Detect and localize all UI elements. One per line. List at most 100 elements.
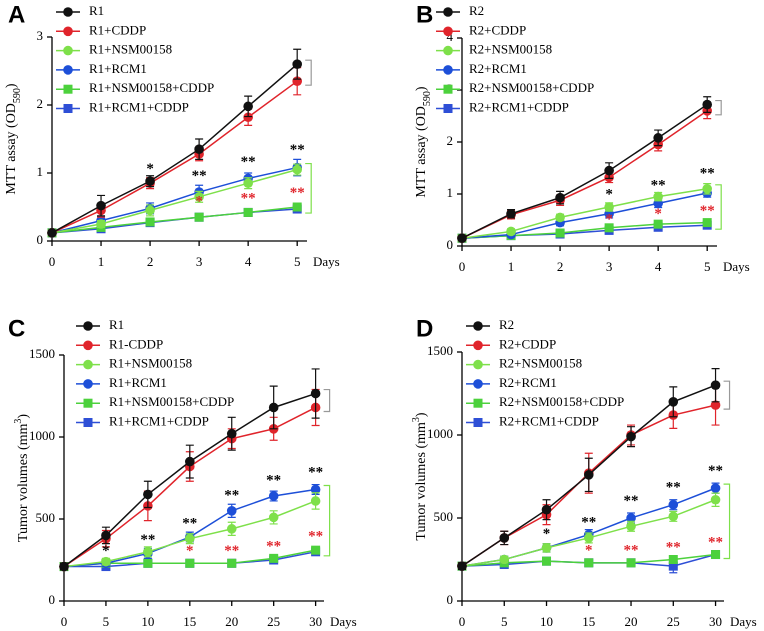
data-point (583, 470, 594, 480)
significance: ** (241, 154, 256, 170)
x-axis-label: Days (723, 259, 750, 274)
legend-marker (473, 379, 483, 389)
legend-marker (473, 321, 483, 331)
data-point (626, 513, 636, 523)
y-tick-label: 500 (36, 510, 56, 525)
data-point (584, 558, 594, 568)
data-point (499, 554, 510, 565)
data-point (311, 545, 321, 555)
data-point (702, 218, 712, 228)
data-point (143, 558, 153, 568)
data-point (702, 99, 712, 110)
data-point (506, 208, 516, 219)
data-point (185, 558, 195, 568)
y-axis-label-part: ) (16, 414, 31, 419)
x-tick-label: 5 (294, 254, 301, 269)
data-point (292, 202, 302, 212)
data-point (47, 228, 57, 238)
y-axis-label-part: Tumor volumes (mm (16, 423, 31, 542)
data-point (194, 144, 204, 154)
y-tick-label: 500 (434, 509, 454, 524)
legend-marker (63, 104, 73, 113)
legend-label: R1+RCM1 (89, 61, 147, 76)
legend-marker (473, 398, 483, 408)
y-tick-label: 1500 (427, 343, 453, 358)
data-point (143, 547, 153, 557)
data-point (626, 521, 636, 532)
data-point (457, 561, 467, 571)
significance: ** (624, 543, 639, 559)
data-point (145, 217, 155, 227)
data-point (710, 483, 721, 493)
data-point (604, 223, 614, 233)
legend-marker (443, 84, 453, 94)
legend-marker (63, 45, 73, 56)
y-axis-label: MTT assay (OD590) (4, 83, 23, 195)
y-tick-label: 2 (447, 133, 454, 148)
data-point (145, 205, 155, 216)
legend-label: R1+NSM00158 (109, 356, 192, 371)
significance: ** (651, 178, 666, 194)
y-tick-label: 3 (37, 28, 44, 43)
legend-marker (473, 340, 483, 351)
legend-label: R2+NSM00158 (499, 356, 582, 371)
significance: * (186, 543, 194, 559)
data-point (243, 207, 253, 217)
significance: ** (700, 166, 715, 182)
legend-marker (63, 84, 73, 94)
y-tick-label: 1 (37, 164, 44, 179)
bracket (323, 388, 331, 413)
legend-label: R2 (499, 317, 514, 332)
data-point (310, 496, 321, 506)
data-point (555, 228, 565, 238)
x-axis-label: Days (330, 614, 357, 629)
data-point (310, 388, 321, 399)
y-tick-label: 1500 (29, 346, 55, 361)
data-point (499, 533, 510, 543)
y-tick-label: 0 (447, 237, 454, 252)
y-axis-label-part: ) (4, 83, 19, 88)
data-point (710, 494, 721, 505)
significance: ** (708, 463, 723, 479)
data-point (711, 550, 721, 560)
legend-marker (473, 418, 483, 427)
legend-label: R1+NSM00158+CDDP (109, 394, 234, 409)
legend-marker (83, 398, 93, 408)
data-point (668, 397, 679, 407)
significance: ** (224, 487, 239, 503)
y-tick-label: 1 (447, 185, 454, 200)
data-point (542, 556, 552, 566)
significance: ** (308, 528, 323, 544)
x-tick-label: 3 (196, 254, 203, 269)
x-tick-label: 10 (540, 614, 553, 629)
x-tick-label: 30 (709, 614, 722, 629)
y-axis-label: Tumor volumes (mm3) (411, 412, 429, 541)
legend-label: R2+NSM00158+CDDP (499, 394, 624, 409)
data-point (626, 558, 636, 568)
panel-label: A (8, 1, 25, 28)
x-tick-label: 25 (267, 614, 280, 629)
legend-label: R1-CDDP (109, 336, 163, 351)
significance: ** (140, 532, 155, 548)
x-tick-label: 2 (147, 254, 154, 269)
legend-marker (443, 65, 453, 75)
x-tick-label: 20 (225, 614, 238, 629)
significance: ** (192, 168, 207, 184)
x-axis-label: Days (730, 614, 757, 629)
data-point (145, 176, 155, 186)
legend-marker (63, 26, 73, 37)
data-point (96, 200, 106, 211)
significance: ** (666, 480, 681, 496)
significance: ** (708, 534, 723, 550)
data-point (185, 456, 195, 467)
data-point (292, 59, 302, 69)
bracket (305, 59, 312, 86)
y-axis-label-part: 590 (12, 88, 23, 103)
legend-label: R2 (469, 3, 484, 18)
data-point (541, 543, 552, 553)
x-tick-label: 5 (501, 614, 508, 629)
data-point (668, 511, 679, 522)
legend-marker (83, 359, 93, 370)
significance: * (146, 161, 154, 177)
